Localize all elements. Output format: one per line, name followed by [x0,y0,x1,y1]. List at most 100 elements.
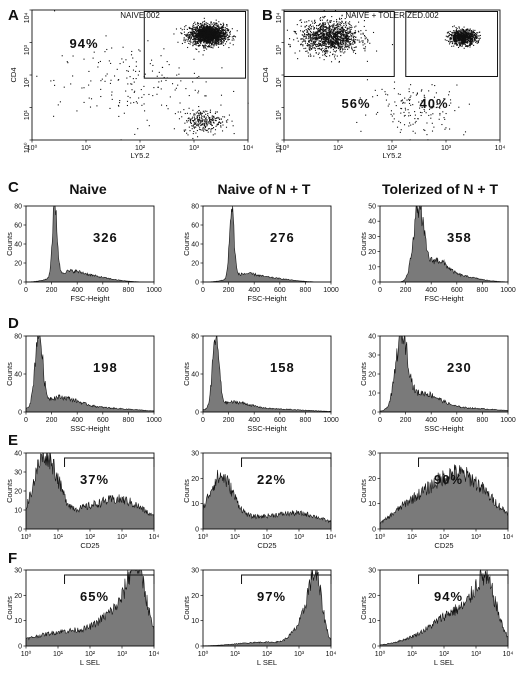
chart-a-point [201,30,203,32]
chart-a-point [200,40,202,42]
chart-a-point [212,44,214,46]
chart-a-point [197,118,199,121]
chart-a-point [215,38,217,40]
chart-a-point [192,33,195,35]
chart-a-point [224,28,226,30]
chart-b-point [309,36,311,38]
chart-a-point [201,39,204,41]
chart-a-point [198,119,200,121]
chart-a-point [220,24,222,26]
chart-b-point [310,26,313,28]
chart-a-point [216,37,218,40]
chart-b-point [374,89,376,91]
chart-a-point [117,79,119,81]
chart-a-point [213,37,215,39]
chart-a-point [222,33,224,35]
chart-b-point [461,31,463,33]
chart-b-point [461,44,463,46]
chart-b-point [310,39,312,42]
chart-b-point [463,33,465,35]
chart-d-naive-x-tick-label: 800 [123,417,135,424]
chart-b-point [337,35,339,37]
chart-b-point [472,39,474,41]
chart-b-point [324,23,326,25]
chart-a-point [193,116,195,118]
chart-b-point [338,43,340,45]
chart-a-point [204,47,206,49]
chart-a-point [191,32,194,34]
chart-a-point [221,27,223,29]
chart-a-point [203,32,205,34]
chart-b-point [347,44,349,46]
chart-a-point [214,41,216,43]
chart-b-point [339,38,341,41]
chart-f-tolerized-of-nt-y-axis-label: Counts [359,596,368,620]
chart-b-point [311,45,313,47]
chart-b-point [478,35,480,37]
chart-a-point [196,43,198,45]
chart-b-point [307,45,309,47]
chart-b-point [325,37,327,39]
chart-b-point [471,34,473,36]
chart-b-point [320,35,322,37]
chart-b-point [327,43,330,45]
chart-a-point [194,118,196,120]
chart-b-point [400,107,402,110]
chart-c-naive-of-nt-y-tick-label: 0 [195,280,199,287]
chart-b-point [312,38,314,40]
chart-a-point [211,39,214,41]
chart-c-naive-x-axis-label: FSC-Height [70,294,110,303]
chart-a-point [210,22,212,24]
chart-b-point [308,41,311,43]
chart-c-naive-of-nt-x-tick-label: 1000 [323,287,339,294]
chart-b-point [399,122,402,124]
chart-b-point [322,22,324,24]
chart-b-point [319,19,321,22]
chart-a-point [202,126,204,128]
chart-a-point [205,118,207,120]
chart-b-point [336,21,338,23]
chart-b-point [333,28,335,30]
chart-b-point [468,32,470,34]
chart-a-point [109,107,111,109]
chart-b-point [336,29,338,31]
chart-a-point [232,44,234,46]
chart-a-point [217,123,219,126]
chart-a-point [199,113,201,115]
chart-a-point [216,117,218,119]
chart-b-point [362,40,364,42]
chart-c-naive-statistic: 326 [93,230,118,245]
chart-b-point [315,31,317,33]
chart-a-point [138,49,140,51]
chart-a-point [223,37,225,39]
chart-a-point [211,115,213,117]
chart-a-point [101,78,103,80]
chart-b-point [460,33,462,35]
chart-b-point [344,44,346,46]
chart-b-point [303,40,305,42]
chart-a-point [206,48,208,50]
chart-b-point [338,45,340,47]
chart-a-point [222,26,224,28]
chart-a-point [205,116,207,118]
chart-d-naive-y-axis-label: Counts [5,362,14,386]
chart-b-point [454,40,456,42]
chart-b-point [320,28,323,30]
chart-a-point [186,34,188,36]
chart-b-point [316,36,318,38]
chart-a-point [209,33,211,35]
chart-a-point [193,120,195,122]
chart-a-point [209,120,211,122]
chart-a-point [184,33,186,36]
chart-a-point [216,24,218,26]
chart-b-point [328,43,330,45]
chart-a-point [222,31,224,33]
chart-b-point [352,43,354,46]
chart-b-point [463,41,466,43]
chart-a-point [109,82,112,84]
chart-c-naive-of-nt-y-tick-label: 60 [191,223,199,230]
chart-b-point [329,37,331,39]
chart-b-point [354,52,357,55]
chart-b-point [300,21,303,23]
